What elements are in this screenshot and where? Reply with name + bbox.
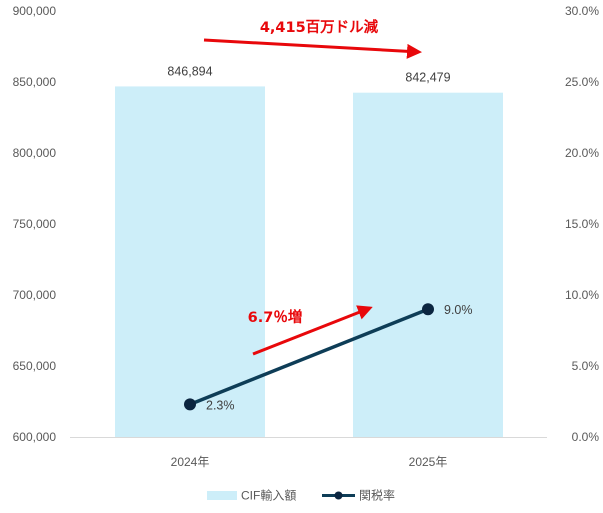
legend: CIF輸入額 関税率 bbox=[207, 488, 395, 503]
annotation-decrease: 4,415百万ドル減 bbox=[260, 19, 379, 36]
legend-label-cif: CIF輸入額 bbox=[241, 488, 296, 503]
tariff-data-label: 2.3% bbox=[206, 398, 235, 412]
legend-label-tariff: 関税率 bbox=[359, 488, 395, 503]
right-axis-tick-label: 20.0% bbox=[565, 146, 599, 160]
left-axis-tick-label: 800,000 bbox=[13, 146, 57, 160]
x-axis-ticks: 2024年 2025年 bbox=[171, 455, 448, 469]
legend-swatch-cif bbox=[207, 491, 237, 500]
left-axis-tick-label: 650,000 bbox=[13, 359, 57, 373]
tariff-point bbox=[422, 303, 434, 316]
left-axis-tick-label: 700,000 bbox=[13, 288, 57, 302]
annotation-increase: 6.7％増 bbox=[248, 308, 303, 326]
bar bbox=[115, 86, 265, 437]
right-axis-tick-label: 25.0% bbox=[565, 75, 599, 89]
left-axis-tick-label: 600,000 bbox=[13, 430, 57, 444]
bar bbox=[353, 92, 503, 438]
right-axis-tick-label: 15.0% bbox=[565, 217, 599, 231]
bar-data-label: 846,894 bbox=[167, 64, 212, 78]
bar-data-label: 842,479 bbox=[405, 71, 450, 85]
left-axis-tick-label: 850,000 bbox=[13, 75, 57, 89]
left-axis-ticks: 600,000 650,000 700,000 750,000 800,000 850,0… bbox=[13, 4, 57, 444]
right-axis-tick-label: 0.0% bbox=[572, 430, 600, 444]
right-axis-tick-label: 10.0% bbox=[565, 288, 599, 302]
right-axis-tick-label: 5.0% bbox=[572, 359, 600, 373]
right-axis-tick-label: 30.0% bbox=[565, 4, 599, 18]
legend-marker-tariff bbox=[334, 491, 343, 500]
tariff-data-label: 9.0% bbox=[444, 303, 473, 317]
tariff-line bbox=[189, 307, 429, 406]
tariff-point bbox=[184, 398, 196, 411]
increase-arrow bbox=[252, 305, 373, 356]
x-axis-tick-label: 2024年 bbox=[171, 455, 210, 469]
x-axis-tick-label: 2025年 bbox=[409, 455, 448, 469]
left-axis-tick-label: 750,000 bbox=[13, 217, 57, 231]
bar-series: 846,894 842,479 bbox=[115, 64, 503, 438]
decrease-arrow bbox=[203, 38, 422, 59]
left-axis-tick-label: 900,000 bbox=[13, 4, 57, 18]
right-axis-ticks: 0.0% 5.0% 10.0% 15.0% 20.0% 25.0% 30.0% bbox=[565, 4, 599, 444]
line-series: 2.3% 9.0% bbox=[184, 303, 473, 412]
